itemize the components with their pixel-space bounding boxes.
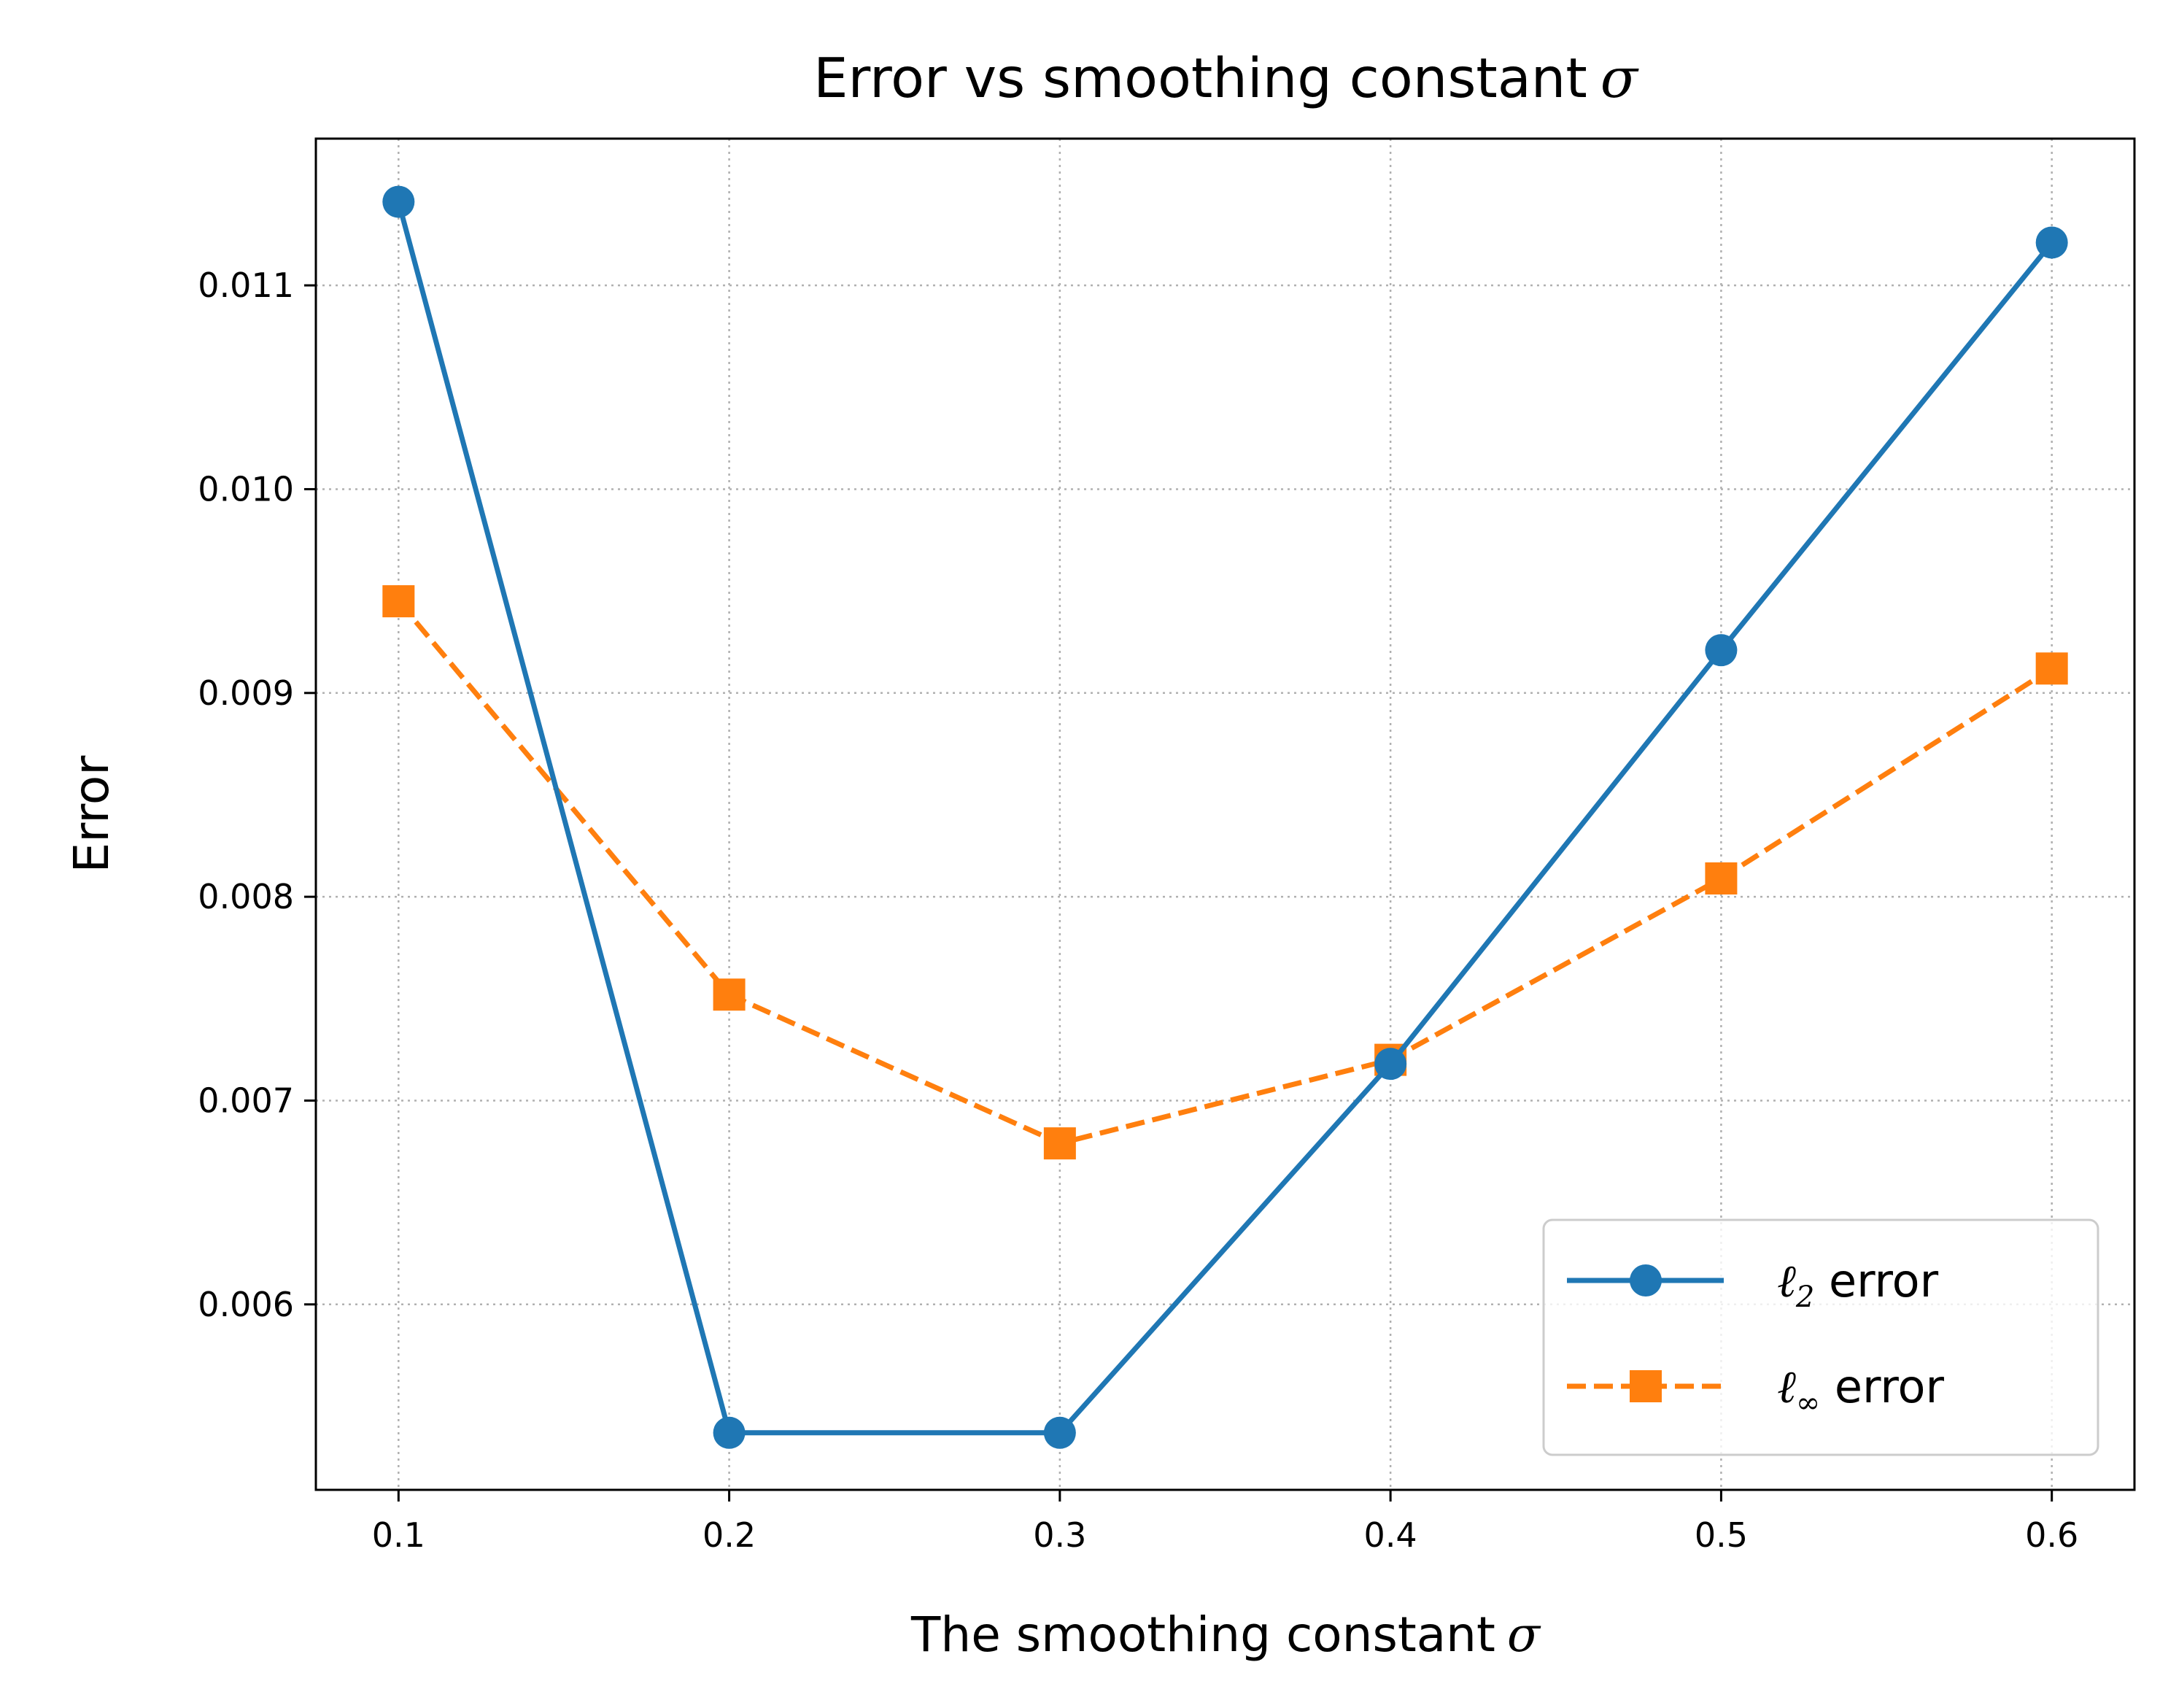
x-axis-title-symbol: σ xyxy=(1507,1607,1541,1663)
y-axis-title: Error xyxy=(63,755,120,873)
legend-linf-symbol: ℓ xyxy=(1777,1360,1796,1413)
x-tick-label: 0.2 xyxy=(702,1515,756,1555)
legend-l2-label: ℓ2 error xyxy=(1777,1254,1939,1314)
series-layer xyxy=(382,185,2068,1449)
plot-frame xyxy=(314,137,2136,1491)
grid xyxy=(316,139,2134,1490)
legend-linf-subscript: ∞ xyxy=(1796,1386,1820,1420)
chart-title: Error vs smoothing constant σ xyxy=(813,46,1639,110)
y-tick-label: 0.006 xyxy=(198,1285,294,1324)
x-axis-title: The smoothing constant σ xyxy=(910,1607,1541,1663)
series-l2-point xyxy=(1374,1048,1407,1081)
legend-l2-subscript: 2 xyxy=(1795,1280,1814,1314)
y-tick-label: 0.008 xyxy=(198,877,294,916)
legend-l2-marker xyxy=(1630,1264,1662,1297)
series-linf-point xyxy=(1705,862,1738,894)
series-l2-point xyxy=(1043,1416,1076,1449)
x-axis-title-text: The smoothing constant xyxy=(910,1607,1495,1663)
series-linf-point xyxy=(1043,1127,1076,1160)
x-tick-label: 0.3 xyxy=(1033,1515,1086,1555)
y-tick-label: 0.010 xyxy=(198,469,294,509)
series-l2-point xyxy=(1705,634,1738,667)
x-tick-label: 0.1 xyxy=(372,1515,425,1555)
x-tick-label: 0.4 xyxy=(1364,1515,1417,1555)
series-l2-line xyxy=(395,201,2054,1436)
series-linf-point xyxy=(2035,652,2068,685)
y-tick-label: 0.011 xyxy=(198,266,294,305)
y-tick-label: 0.009 xyxy=(198,673,294,713)
series-l2-point xyxy=(2035,226,2068,259)
x-tick-label: 0.6 xyxy=(2025,1515,2078,1555)
legend-linf-label: ℓ∞ error xyxy=(1777,1360,1944,1420)
y-tick-label: 0.007 xyxy=(198,1081,294,1120)
series-linf-line xyxy=(396,599,2053,1146)
legend-linf-suffix: error xyxy=(1820,1360,1944,1413)
series-l2-point xyxy=(713,1416,746,1449)
x-tick-label: 0.5 xyxy=(1695,1515,1748,1555)
legend-l2-symbol: ℓ xyxy=(1777,1254,1796,1307)
legend-l2-suffix: error xyxy=(1814,1254,1938,1307)
chart-title-text: Error vs smoothing constant xyxy=(813,46,1587,110)
series-linf-point xyxy=(382,585,415,618)
ticks: 0.1 0.2 0.3 0.4 0.5 0.6 0.006 0.007 0.008 0.009 0.… xyxy=(198,266,2078,1555)
series-linf-point xyxy=(713,978,746,1011)
legend-linf-marker xyxy=(1630,1370,1662,1402)
series-l2-point xyxy=(382,185,415,218)
legend: ℓ2 error ℓ∞ error xyxy=(1542,1218,2099,1456)
chart-title-symbol: σ xyxy=(1600,46,1639,110)
legend-entry-linf: ℓ∞ error xyxy=(1567,1360,1944,1420)
legend-entry-l2: ℓ2 error xyxy=(1567,1254,1939,1314)
series-l2 xyxy=(382,185,2068,1449)
